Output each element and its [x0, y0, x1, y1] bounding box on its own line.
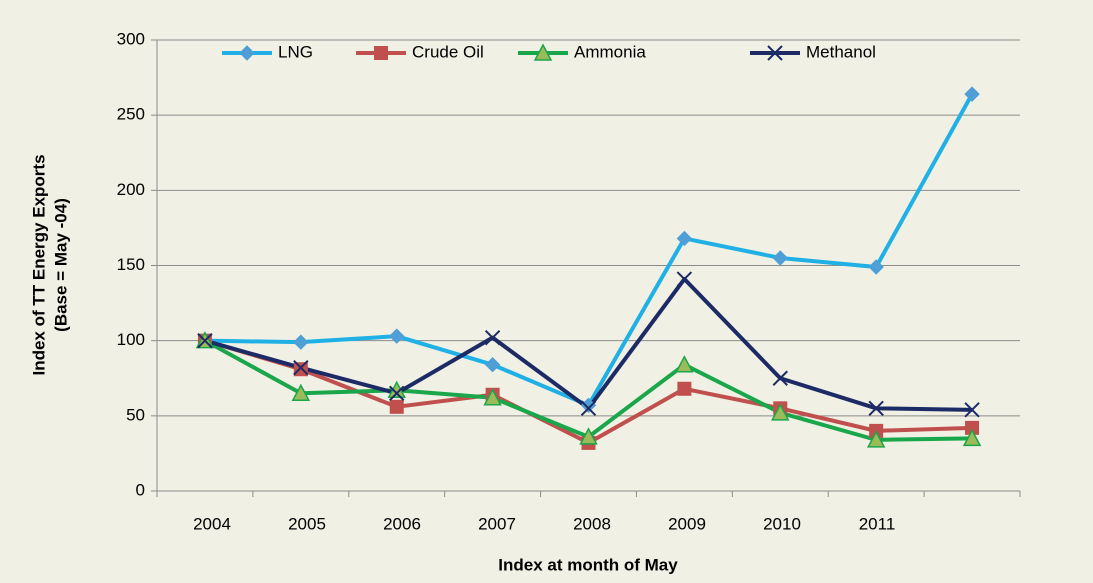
x-tick-label: 2011: [859, 514, 896, 533]
point-marker: [772, 250, 788, 266]
point-marker: [675, 355, 694, 373]
point-marker: [293, 362, 308, 377]
x-tick-label: 2005: [288, 514, 326, 533]
point-marker: [964, 86, 980, 102]
legend-label: Methanol: [806, 42, 876, 61]
point-marker: [483, 388, 502, 406]
x-tick-label: 2008: [573, 514, 611, 533]
y-tick-label: 100: [117, 330, 145, 349]
point-marker: [580, 400, 597, 417]
point-marker: [676, 271, 693, 287]
point-marker: [197, 332, 213, 349]
y-tick-label: 250: [117, 105, 145, 124]
point-marker: [389, 328, 405, 344]
point-marker: [965, 420, 980, 435]
point-marker: [866, 430, 886, 448]
legend-label: Ammonia: [574, 42, 646, 61]
point-marker: [293, 360, 309, 376]
x-tick-label: 2010: [763, 514, 801, 533]
point-marker: [772, 370, 788, 386]
point-marker: [676, 230, 693, 247]
y-tick-label: 300: [117, 29, 145, 48]
y-axis-label: Index of TT Energy Exports: [29, 154, 48, 375]
legend-marker: [374, 46, 388, 60]
x-tick-label: 2009: [668, 514, 706, 533]
point-marker: [484, 329, 501, 346]
x-tick-label: 2004: [193, 514, 231, 533]
point-marker: [964, 402, 980, 418]
point-marker: [389, 399, 404, 414]
point-marker: [962, 428, 982, 447]
point-marker: [868, 400, 884, 417]
y-tick-label: 0: [136, 480, 145, 499]
legend-label: LNG: [278, 42, 313, 61]
legend-marker: [767, 45, 783, 61]
point-marker: [293, 334, 309, 350]
legend-label: Crude Oil: [412, 42, 484, 61]
x-tick-label: 2006: [383, 514, 421, 533]
legend-marker: [533, 43, 553, 61]
x-axis-label: Index at month of May: [498, 555, 678, 574]
y-tick-label: 150: [117, 255, 145, 274]
point-marker: [771, 403, 790, 421]
point-marker: [484, 357, 501, 373]
point-marker: [677, 381, 692, 396]
point-marker: [291, 383, 311, 402]
point-marker: [868, 259, 884, 275]
y-tick-label: 50: [126, 405, 145, 424]
y-axis-label: (Base = May -04): [51, 198, 70, 332]
legend-marker: [239, 45, 255, 61]
point-marker: [389, 385, 405, 401]
point-marker: [579, 427, 598, 445]
x-tick-label: 2007: [478, 514, 516, 533]
y-tick-label: 200: [117, 180, 145, 199]
